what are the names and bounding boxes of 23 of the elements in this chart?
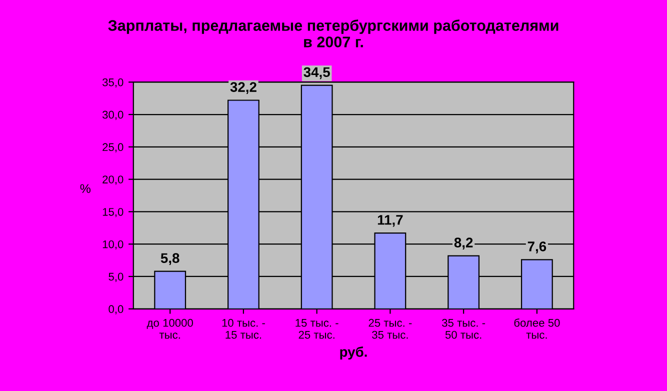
- x-tick-label: более 50 тыс.: [514, 318, 560, 339]
- x-tick-label: 35 тыс. - 50 тыс.: [442, 318, 486, 339]
- y-tick-label: 5,0: [108, 272, 124, 282]
- data-label: 7,6: [528, 242, 546, 254]
- data-label: 5,8: [160, 253, 180, 266]
- data-label: 34,5: [304, 67, 330, 80]
- y-tick-label: 0,0: [108, 305, 124, 314]
- y-axis-title: %: [80, 184, 90, 193]
- y-tick-label: 30,0: [102, 110, 124, 120]
- chart-title: Зарплаты, предлагаемые петербургскими работодателями в 2007 г.: [108, 20, 558, 48]
- y-tick-label: 25,0: [102, 143, 124, 152]
- y-tick-label: 15,0: [102, 208, 124, 218]
- x-tick-label: до 10000 тыс.: [146, 318, 193, 339]
- y-tick-label: 35,0: [102, 78, 124, 88]
- y-tick-label: 10,0: [102, 240, 124, 250]
- x-axis-title: руб.: [340, 346, 367, 360]
- data-label: 11,7: [378, 215, 403, 227]
- x-tick-label: 10 тыс. - 15 тыс.: [222, 318, 265, 339]
- x-tick-label: 25 тыс. - 35 тыс.: [368, 318, 412, 339]
- data-label: 32,2: [230, 82, 256, 94]
- y-tick-label: 20,0: [102, 176, 124, 185]
- x-tick-label: 15 тыс. - 25 тыс.: [296, 319, 338, 339]
- data-label: 8,2: [454, 238, 473, 250]
